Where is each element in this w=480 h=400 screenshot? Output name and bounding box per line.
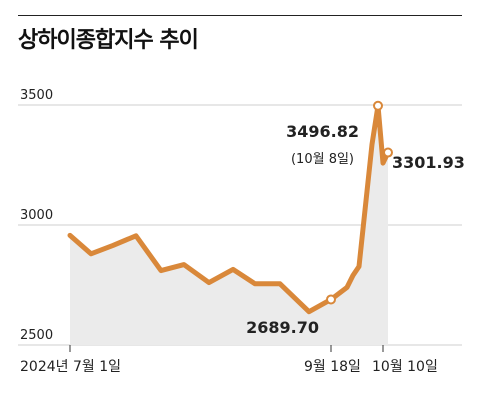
chart-title: 상하이종합지수 추이 [18,28,199,53]
highlight-point [383,147,393,158]
point-markers [326,100,393,305]
y-tick-label: 3500 [20,88,53,103]
series-line [67,103,391,315]
annotation-peak-value: 3496.82 [286,122,359,141]
x-tick-label: 2024년 7월 1일 [20,359,121,375]
x-tick-label: 9월 18일 [304,359,361,375]
y-tick-label: 2500 [20,328,53,343]
x-tick-marks [69,345,384,352]
x-tick-label: 10월 10일 [372,359,438,375]
y-tick-label: 3000 [20,208,53,223]
highlight-point [326,294,336,305]
title-rule [18,15,462,16]
highlight-point [373,100,383,111]
annotation-last-value: 3301.93 [392,153,465,172]
area-fill [70,105,388,345]
annotation-low-value: 2689.70 [246,318,319,337]
annotation-peak-date: (10월 8일) [291,152,354,167]
